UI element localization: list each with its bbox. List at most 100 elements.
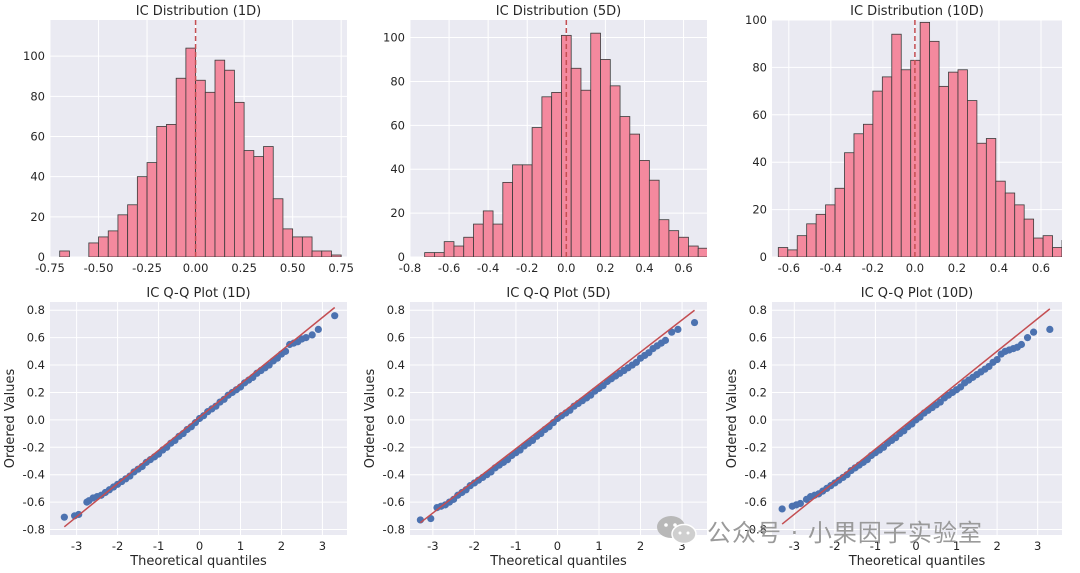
y-tick-label: 0.8 xyxy=(387,303,405,317)
y-tick-label: 60 xyxy=(752,108,767,122)
x-tick-label: -3 xyxy=(789,539,800,553)
histogram-bar xyxy=(214,59,226,257)
plot-marks xyxy=(424,20,707,257)
histogram-bar xyxy=(668,230,680,257)
plot-marks xyxy=(778,308,1054,525)
histogram-bar xyxy=(234,101,245,257)
plot-marks xyxy=(777,20,1062,257)
histogram-bar xyxy=(919,21,931,257)
y-tick-label: 0.2 xyxy=(387,385,405,399)
y-tick-label: 0.0 xyxy=(749,413,767,427)
histogram-bar xyxy=(512,164,523,257)
qq-point xyxy=(674,325,682,334)
histogram-bar xyxy=(825,204,836,257)
histogram-bar xyxy=(929,40,940,257)
x-tick-label: 0.6 xyxy=(674,261,692,275)
histogram-bar xyxy=(292,236,303,257)
qq-point xyxy=(690,318,699,327)
histogram-bar xyxy=(107,230,119,257)
histogram-bar xyxy=(463,236,474,257)
histogram-bar xyxy=(967,100,978,257)
y-tick-label: 0.6 xyxy=(749,331,767,345)
histogram-bar xyxy=(473,223,484,257)
qq-point xyxy=(331,312,339,320)
histogram-bar xyxy=(156,126,167,257)
histogram-bar xyxy=(272,198,284,257)
histogram-bar xyxy=(434,252,445,257)
histogram-bar xyxy=(678,236,689,257)
chart-title: IC Q-Q Plot (5D) xyxy=(506,286,610,301)
histogram-bar xyxy=(619,116,631,257)
y-tick-label: 0.4 xyxy=(387,358,405,372)
histogram-bar xyxy=(117,214,129,257)
chart-title: IC Distribution (5D) xyxy=(496,4,621,19)
watermark-text: 公众号 · 小果因子实验室 xyxy=(707,518,983,547)
qq-point xyxy=(1023,334,1032,342)
x-tick-label: -0.2 xyxy=(516,261,538,275)
plot-marks xyxy=(60,306,339,528)
x-tick-label: -0.4 xyxy=(477,261,499,275)
y-tick-label: 100 xyxy=(23,49,45,63)
histogram-bar xyxy=(321,250,332,257)
x-tick-label: 0.2 xyxy=(948,261,966,275)
histogram-bar xyxy=(609,85,621,257)
histogram-bar xyxy=(59,250,70,257)
histogram-bar xyxy=(844,152,855,257)
histogram-bar xyxy=(1004,192,1016,257)
x-tick-label: -0.2 xyxy=(862,261,884,275)
x-tick-label: -0.50 xyxy=(84,261,114,275)
y-tick-label: 0 xyxy=(398,250,405,264)
histogram-bar xyxy=(311,250,323,257)
qq-point xyxy=(308,331,316,339)
x-tick-label: 0 xyxy=(196,539,203,553)
y-axis-label: Ordered Values xyxy=(3,369,18,469)
histogram-bar xyxy=(175,77,187,257)
qq-point xyxy=(1046,325,1054,334)
y-tick-label: -0.6 xyxy=(383,495,405,509)
y-tick-label: 0.0 xyxy=(27,413,45,427)
y-axis-label: Ordered Values xyxy=(725,369,740,469)
histogram-bar xyxy=(521,164,533,257)
histogram-bar xyxy=(948,71,959,257)
histogram-bar xyxy=(580,89,592,257)
histogram-bar xyxy=(787,249,798,257)
x-axis-label: Theoretical quantiles xyxy=(489,554,627,569)
histogram-bar xyxy=(282,228,294,257)
x-tick-label: -3 xyxy=(71,539,82,553)
x-tick-label: -0.8 xyxy=(399,261,421,275)
qq-point xyxy=(668,328,676,336)
histogram-bar xyxy=(658,219,670,257)
y-tick-label: 0.6 xyxy=(387,331,405,345)
chart-title: IC Q-Q Plot (10D) xyxy=(861,286,974,301)
histogram-bar xyxy=(531,127,543,257)
y-tick-label: 60 xyxy=(30,129,45,143)
x-tick-label: 0.75 xyxy=(328,261,354,275)
y-tick-label: 40 xyxy=(390,162,405,176)
histogram-bar xyxy=(697,247,707,257)
x-tick-label: -0.75 xyxy=(35,261,65,275)
histogram-bar xyxy=(777,247,789,257)
plot-marks xyxy=(59,20,342,257)
histogram-bar xyxy=(482,210,494,257)
histogram-bar xyxy=(127,204,138,257)
y-tick-label: -0.2 xyxy=(383,440,405,454)
histogram-bar xyxy=(985,138,997,257)
watermark: 公众号 · 小果因子实验室 xyxy=(655,510,983,550)
x-tick-label: 0.4 xyxy=(635,261,653,275)
panel-4: IC Q-Q Plot (1D) -3 -2 -1 0 1 2 3 -0.8 -0.6 -0.4 -0… xyxy=(3,286,347,569)
wechat-icon xyxy=(657,516,697,545)
panel-2: IC Distribution (5D) -0.8 -0.6 -0.4 -0.2 0.0 0… xyxy=(383,4,707,275)
plot-marks xyxy=(416,309,699,524)
histogram-bar xyxy=(900,69,912,257)
histogram-bar xyxy=(88,242,99,257)
histogram-bar xyxy=(995,180,1006,257)
histogram-bar xyxy=(1014,204,1025,257)
x-axis-label: Theoretical quantiles xyxy=(848,554,986,569)
y-tick-label: -0.6 xyxy=(745,495,767,509)
histogram-bar xyxy=(1061,240,1062,257)
x-tick-label: -2 xyxy=(829,539,840,553)
histogram-bar xyxy=(1052,247,1062,257)
x-tick-label: 0.2 xyxy=(596,261,614,275)
histogram-bar xyxy=(570,67,582,257)
